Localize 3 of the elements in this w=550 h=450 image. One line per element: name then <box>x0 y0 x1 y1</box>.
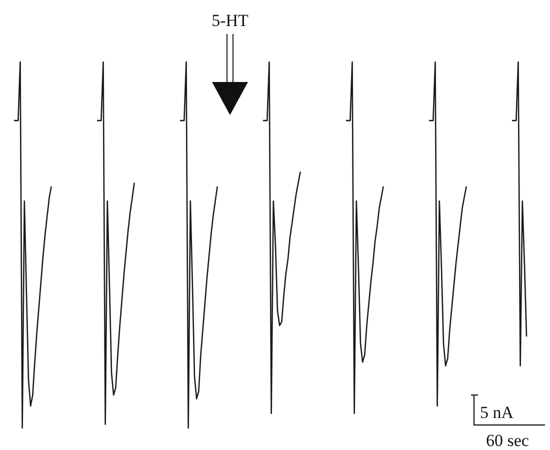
text: 5-HT <box>212 11 250 30</box>
text: 60 sec <box>486 431 530 450</box>
annotation: 5 nA <box>480 403 514 422</box>
